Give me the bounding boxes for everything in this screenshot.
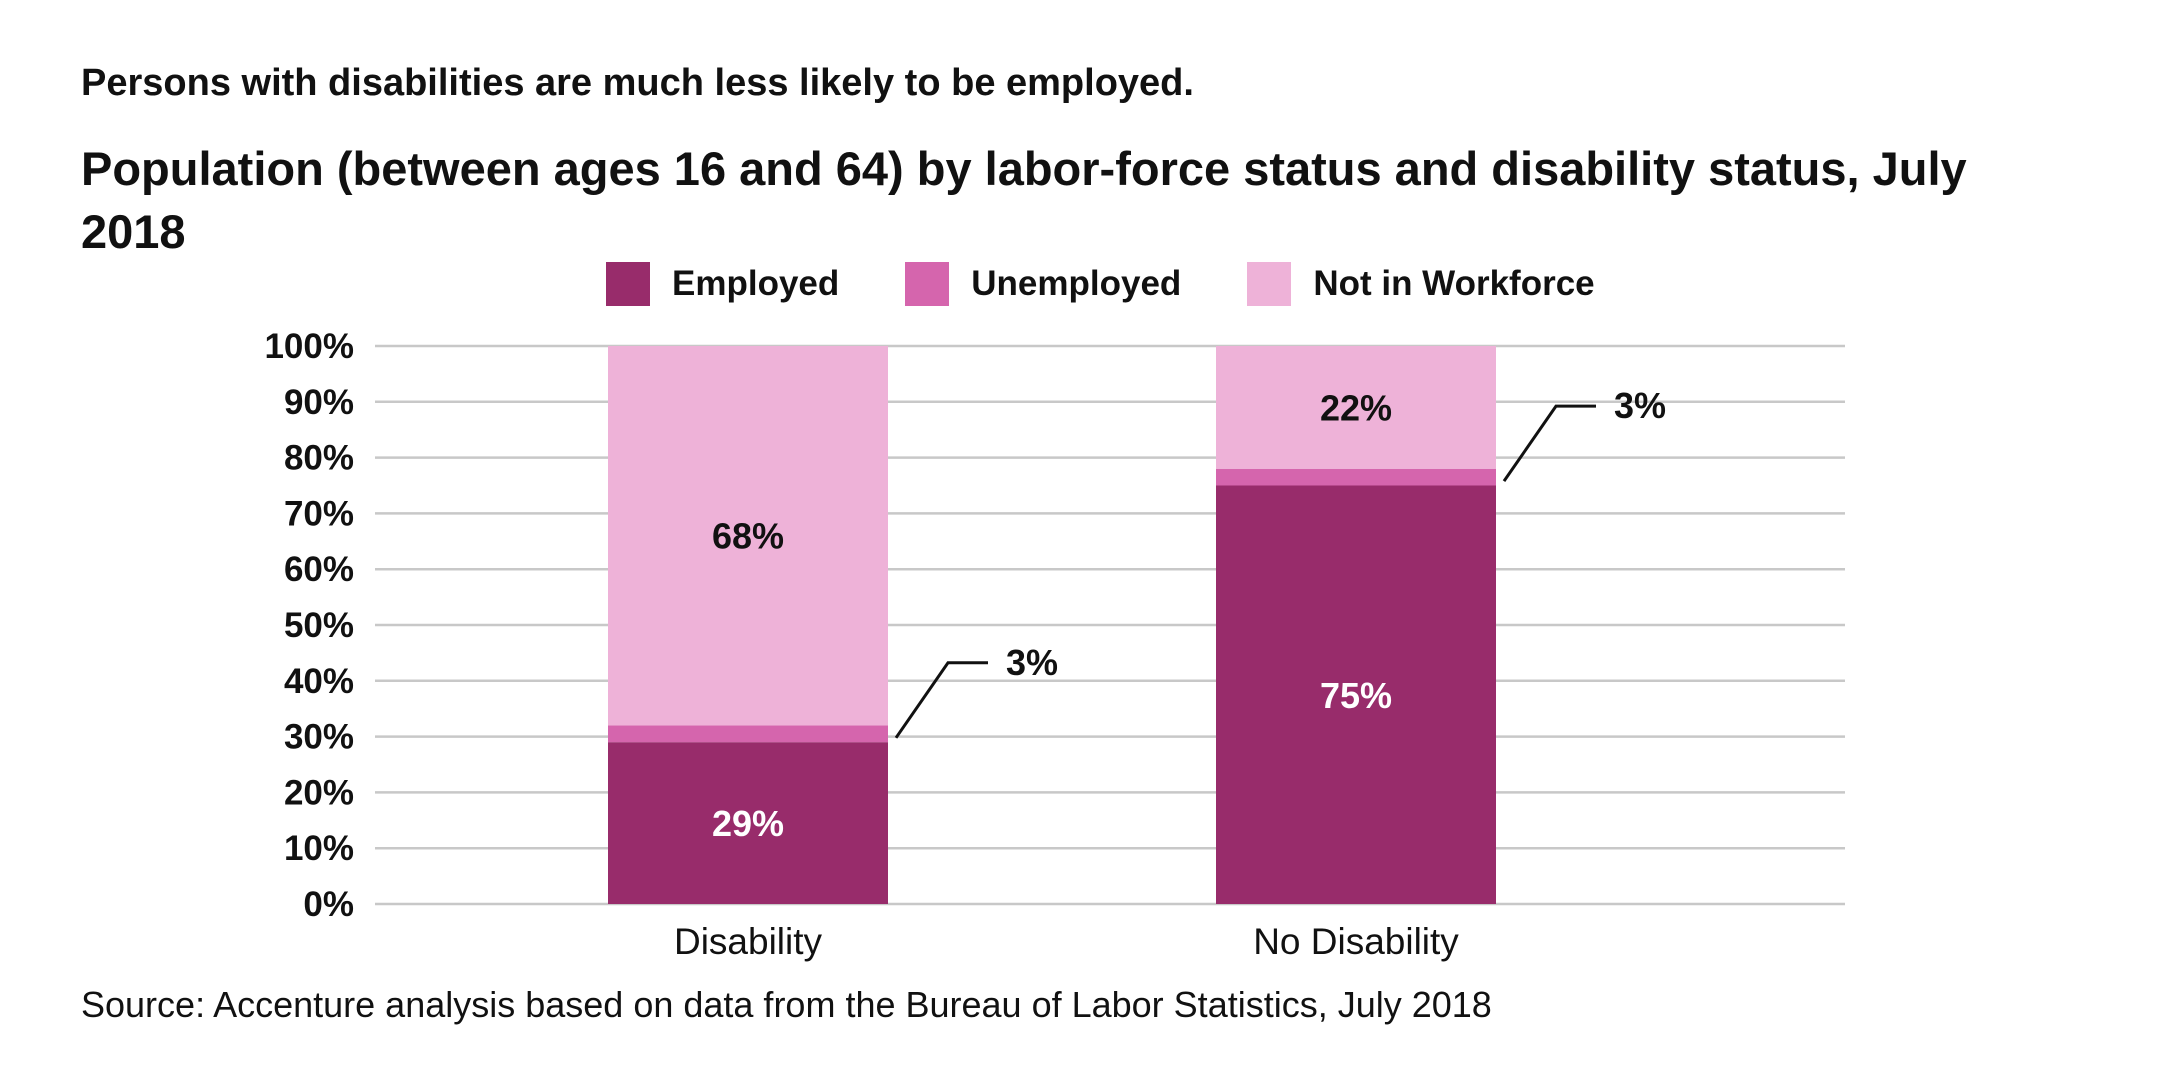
chart-subtitle: Persons with disabilities are much less … <box>81 62 1194 104</box>
data-label: 75% <box>1320 675 1392 716</box>
y-tick-label: 50% <box>284 606 354 645</box>
bar-segment-not-in-workforce <box>1216 346 1496 469</box>
legend-label-unemployed: Unemployed <box>971 264 1182 303</box>
y-tick-label: 70% <box>284 494 354 533</box>
legend-swatch-employed <box>606 262 650 306</box>
y-tick-label: 90% <box>284 383 354 422</box>
legend: Employed Unemployed Not in Workforce <box>606 260 1661 308</box>
legend-label-not-in-workforce: Not in Workforce <box>1313 264 1595 303</box>
bar-segment-employed <box>1216 485 1496 904</box>
callout-leader-line <box>1502 404 1596 482</box>
bar-segment-employed <box>608 742 888 904</box>
legend-swatch-unemployed <box>905 262 950 306</box>
chart-source-note: Source: Accenture analysis based on data… <box>81 984 1492 1025</box>
legend-label-employed: Employed <box>672 264 840 303</box>
y-tick-label: 30% <box>284 718 354 757</box>
y-tick-label: 100% <box>264 327 354 366</box>
legend-item-employed: Employed <box>606 262 839 306</box>
data-label: 3% <box>1614 385 1666 426</box>
legend-item-not-in-workforce: Not in Workforce <box>1247 262 1595 306</box>
y-tick-label: 20% <box>284 773 354 812</box>
data-label: 29% <box>712 803 784 844</box>
bar-segment-not-in-workforce <box>608 346 888 726</box>
callout-leader-line <box>894 661 988 739</box>
bar-segment-unemployed <box>608 725 888 743</box>
x-category-label: Disability <box>674 921 823 962</box>
chart-title: Population (between ages 16 and 64) by l… <box>81 142 1967 258</box>
legend-item-unemployed: Unemployed <box>905 262 1181 306</box>
legend-swatch-not-in-workforce <box>1247 262 1292 306</box>
bar-segment-unemployed <box>1216 468 1496 486</box>
y-tick-label: 0% <box>303 885 354 924</box>
data-label: 3% <box>1006 642 1058 683</box>
y-tick-label: 10% <box>284 829 354 868</box>
x-category-label: No Disability <box>1253 921 1459 962</box>
data-label: 68% <box>712 516 784 557</box>
y-tick-label: 40% <box>284 662 354 701</box>
y-tick-label: 60% <box>284 550 354 589</box>
data-label: 22% <box>1320 387 1392 428</box>
y-tick-label: 80% <box>284 439 354 478</box>
